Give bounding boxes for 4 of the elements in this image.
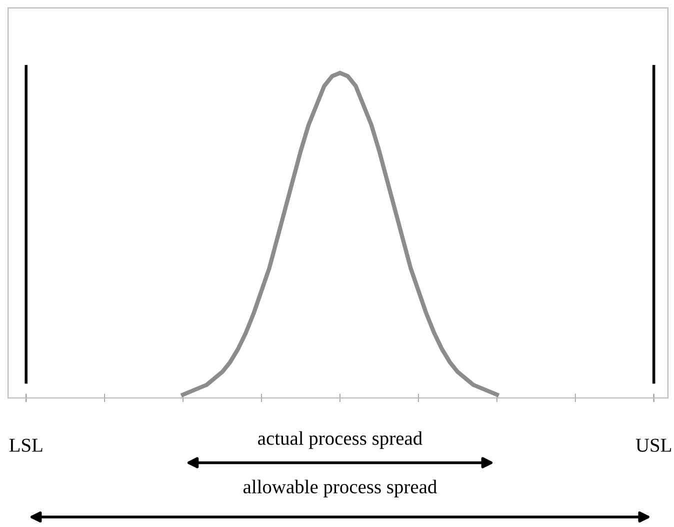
text: actual process spread xyxy=(258,431,422,449)
x-tick-label: USL xyxy=(636,438,672,452)
x-tick-label: LSL xyxy=(9,438,42,452)
text: allowable process spread xyxy=(243,480,437,498)
